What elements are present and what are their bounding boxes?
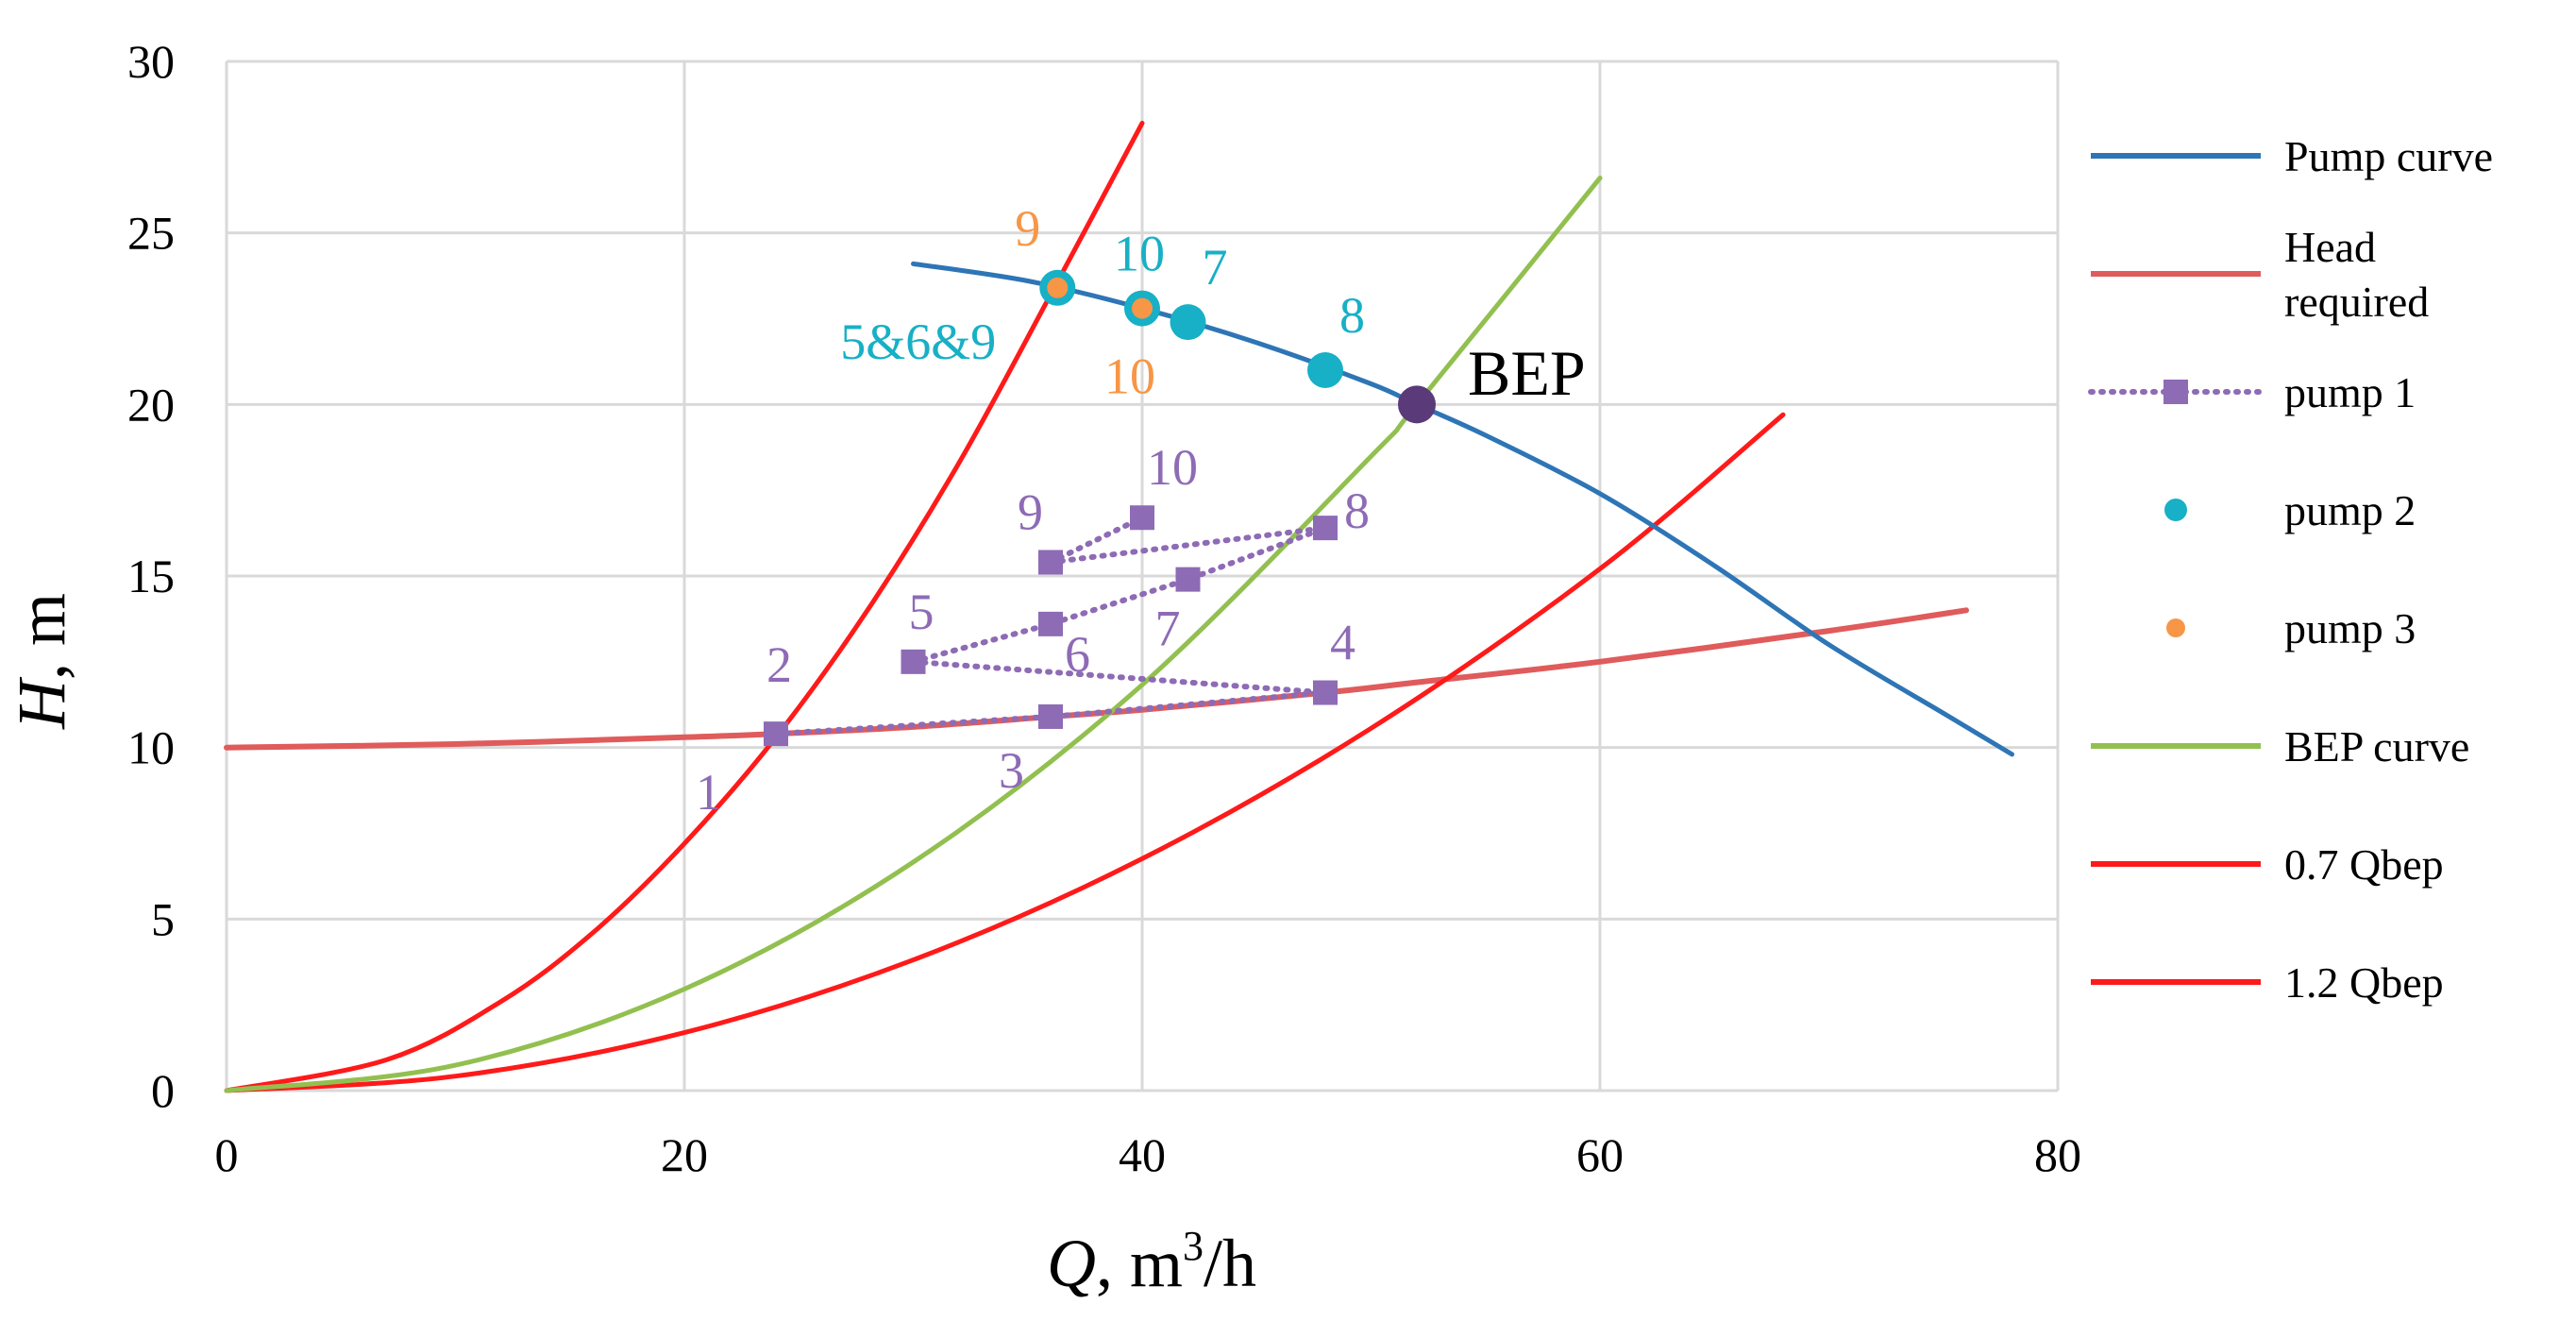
legend-label: required [2284,278,2429,326]
x-tick-20: 20 [661,1128,708,1181]
pump1-segment-4 [1048,525,1328,566]
pump1-segment-1 [773,689,1328,737]
x-tick-40: 40 [1119,1128,1166,1181]
x-tick-60: 60 [1576,1128,1624,1181]
pump2-point [1170,304,1206,341]
x-axis-title: Q, m3/h [1047,1223,1256,1301]
legend-label: pump 1 [2284,368,2416,416]
grid [225,59,2060,1092]
legend-item-bep-curve: BEP curve [2091,722,2469,771]
pump1-point [1175,567,1201,592]
legend: Pump curve Head required pump 1 pump 2 pump 3… [2088,132,2493,1007]
legend-item-head-required: Head required [2091,223,2429,326]
pump1-point [1038,611,1063,636]
pump1-segment-5 [1048,515,1145,566]
pump-curve-line [911,261,2014,757]
pump1-point [1038,550,1063,575]
legend-label: Pump curve [2284,132,2493,180]
pump3-label-9: 9 [1015,200,1040,257]
pump3-point [1132,297,1153,319]
y-tick-20: 20 [127,378,175,431]
y-axis-unit: , m [4,593,79,680]
legend-item-pump3: pump 3 [2166,604,2416,652]
legend-label: 0.7 Qbep [2284,840,2444,889]
x-tick-80: 80 [2034,1128,2081,1181]
legend-label: pump 3 [2284,604,2416,652]
legend-label: pump 2 [2284,486,2416,534]
point-labels: 1 2 3 4 5 6 7 8 9 10 5&6&9 10 7 8 9 10 [696,200,1370,821]
pump1-label-7: 7 [1155,601,1181,657]
pump1-label-4: 4 [1330,615,1355,671]
pump3-point [1047,277,1069,298]
pump1-label-8: 8 [1344,483,1370,539]
pump1-point [764,721,788,747]
legend-label: 1.2 Qbep [2284,958,2444,1007]
legend-label: BEP curve [2284,722,2469,771]
pump1-point [1038,703,1063,729]
x-axis-unit-tail: /h [1204,1226,1256,1301]
legend-marker [2166,618,2185,637]
y-tick-15: 15 [127,550,175,602]
x-axis-unit: , m [1096,1226,1183,1301]
y-tick-0: 0 [151,1064,175,1117]
pump3-label-10: 10 [1104,348,1155,405]
pump1-point [1313,516,1338,541]
pump1-segment-3 [910,658,1328,696]
y-tick-30: 30 [127,35,175,88]
y-axis-symbol: H [4,676,79,730]
pump1-segment-2 [910,525,1328,665]
y-tick-25: 25 [127,207,175,260]
y-tick-10: 10 [127,721,175,774]
legend-item-pump1: pump 1 [2088,368,2416,416]
pump1-label-3: 3 [999,742,1024,799]
pump1-point [1130,505,1154,531]
legend-item-q07: 0.7 Qbep [2091,840,2444,889]
legend-marker [2164,499,2187,521]
q12-line [224,412,1786,1093]
pump1-point [901,649,926,674]
y-axis-title: H, m [4,593,79,730]
markers [764,269,1436,747]
pump1-label-10: 10 [1147,439,1198,496]
x-axis-unit-sup: 3 [1183,1223,1204,1269]
legend-label: Head [2284,223,2376,271]
legend-item-q12: 1.2 Qbep [2091,958,2444,1007]
bep-label: BEP [1468,337,1586,409]
pump1-label-5: 5 [909,584,934,640]
pump2-label-10: 10 [1114,226,1165,282]
legend-item-pump-curve: Pump curve [2091,132,2493,180]
pump1-label-9: 9 [1018,483,1043,540]
x-axis-symbol: Q [1047,1226,1096,1301]
q07-line [224,120,1145,1093]
pump1-label-1: 1 [696,764,721,821]
legend-marker [2164,380,2188,404]
legend-item-pump2: pump 2 [2164,486,2416,534]
bep-point [1398,385,1436,424]
pump2-label-7: 7 [1203,239,1228,296]
pump2-label-8: 8 [1339,287,1365,344]
pump2-label-5&6&9: 5&6&9 [840,313,996,370]
pump1-label-2: 2 [766,636,792,693]
y-tick-5: 5 [151,892,175,945]
pump2-point [1307,352,1343,388]
pump1-label-6: 6 [1065,626,1090,683]
pump1-point [1313,680,1338,705]
x-tick-0: 0 [215,1128,239,1181]
